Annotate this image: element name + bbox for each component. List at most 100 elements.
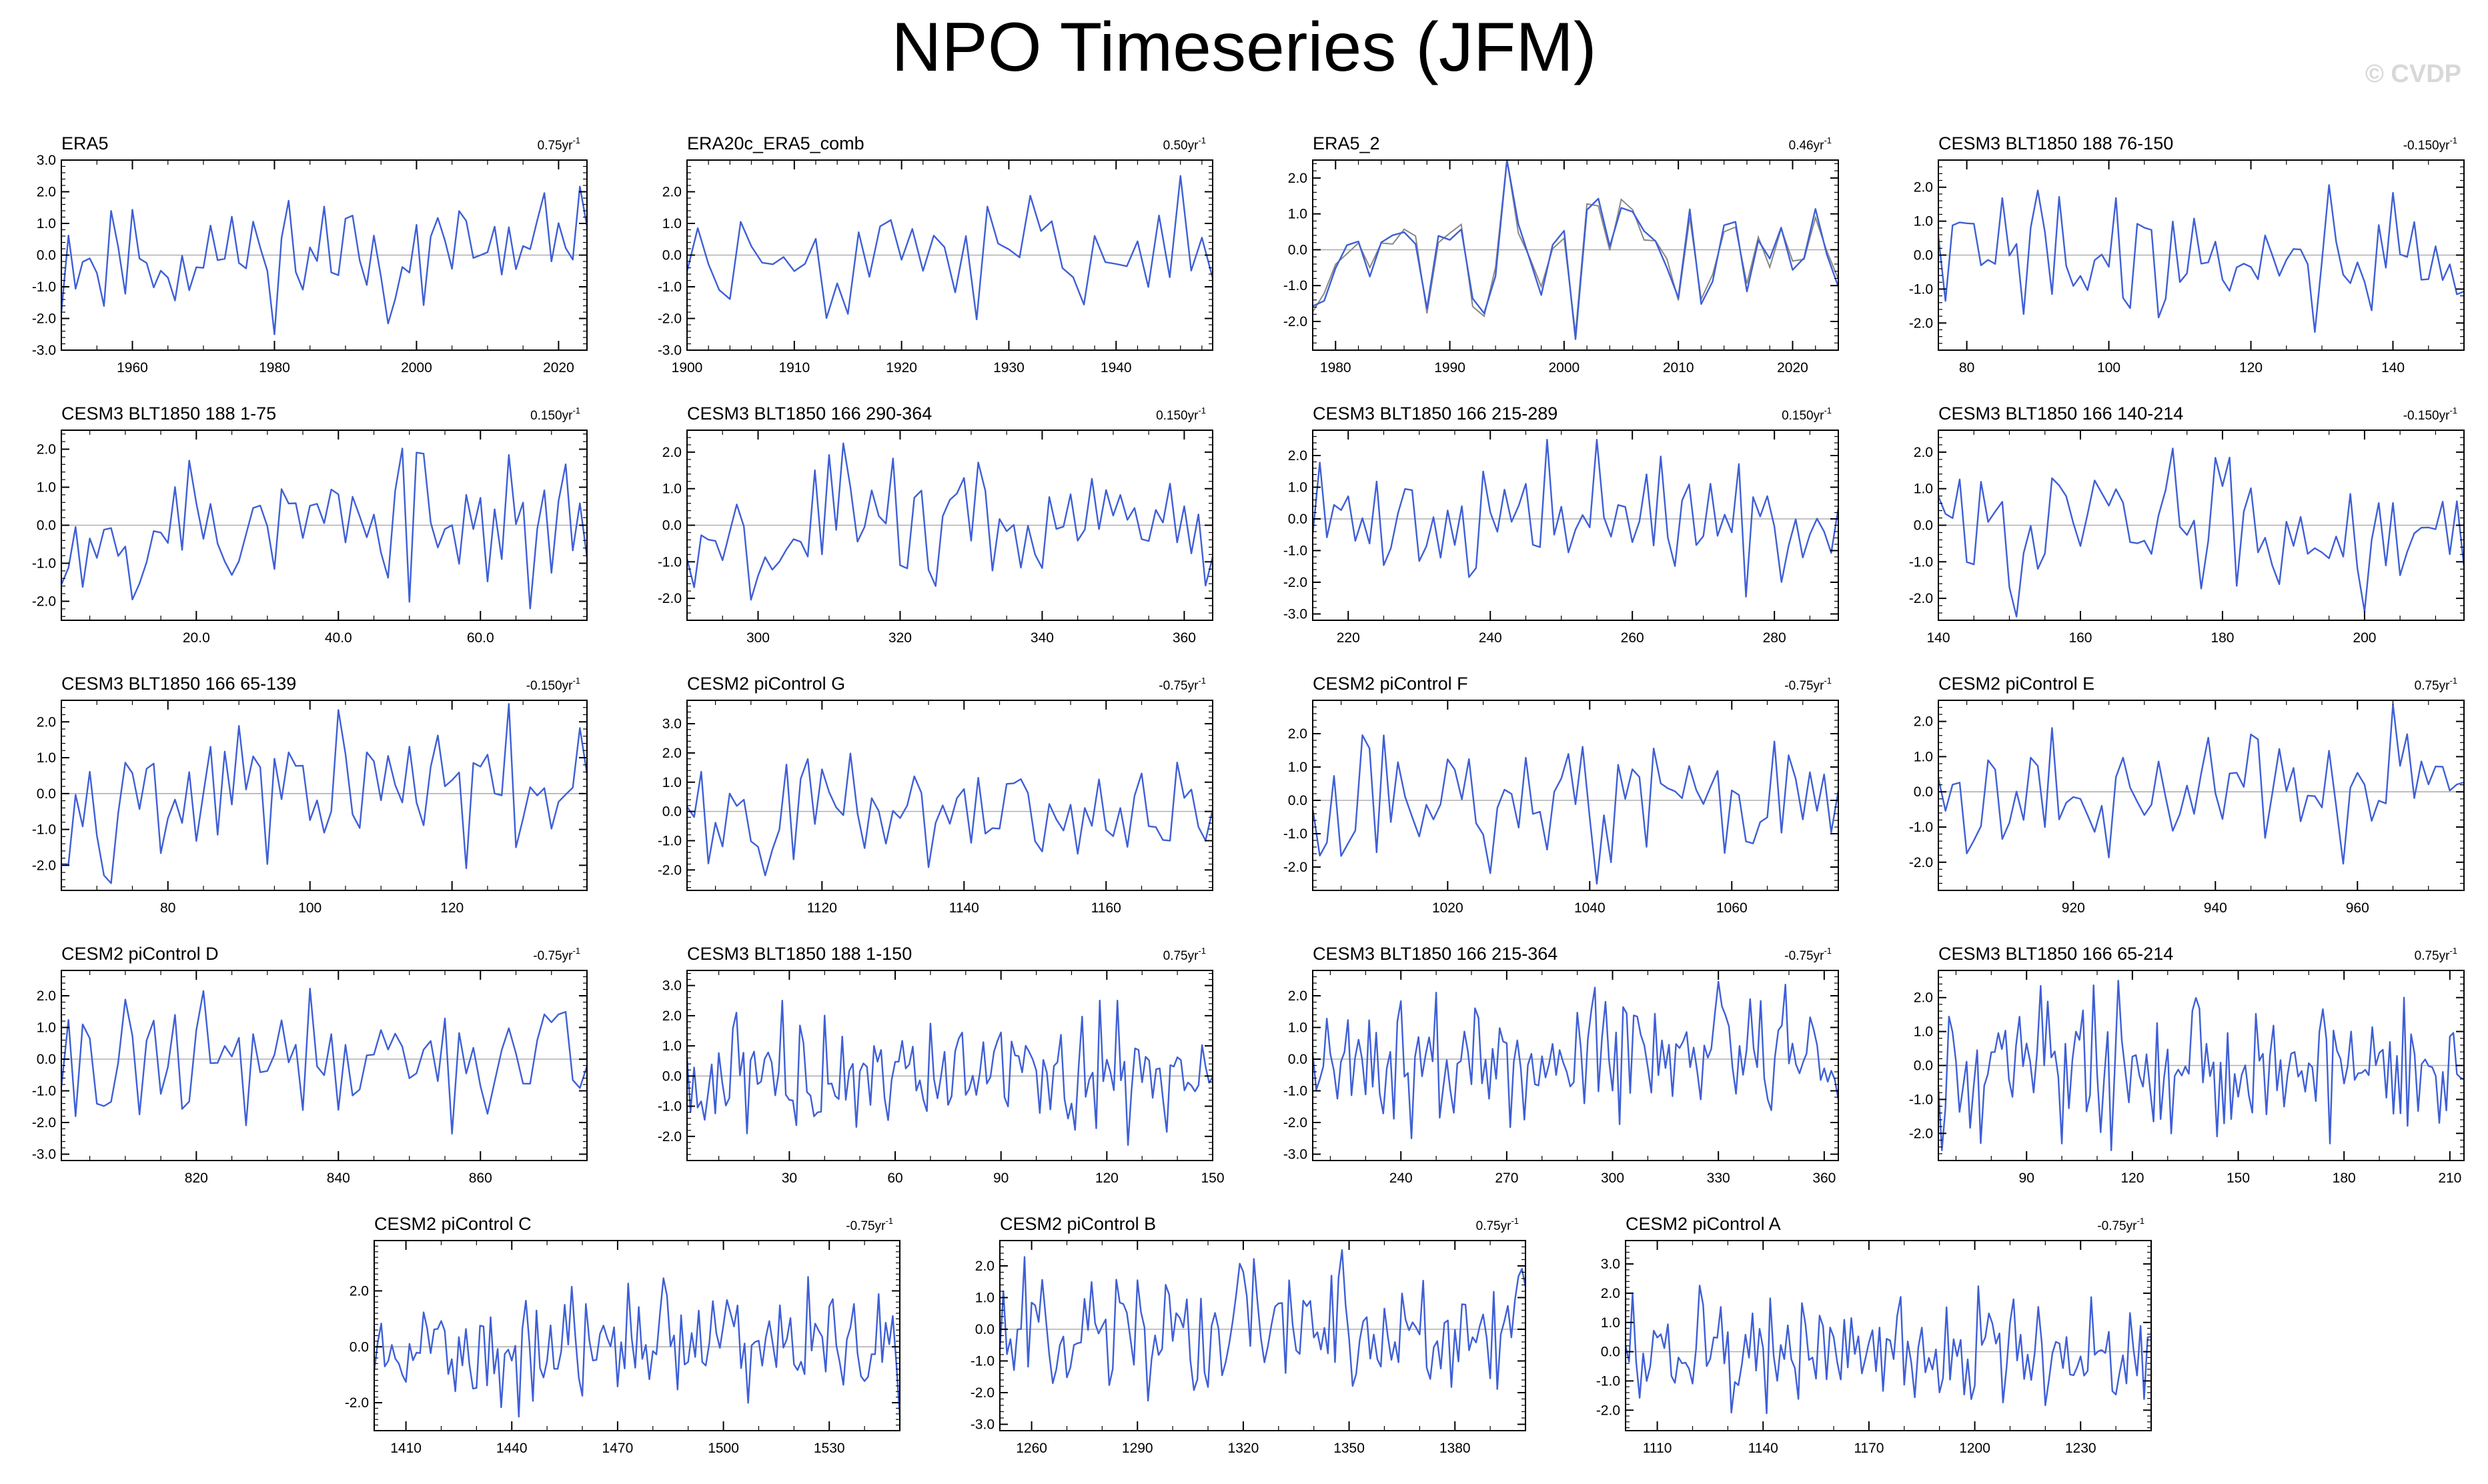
panel-10: CESM2 piControl G -0.75yr-1 3.0 2.0 1.0 0.0 -1… <box>658 674 1214 916</box>
series-line <box>1624 1285 2152 1415</box>
y-tick-label: 1.0 <box>37 480 56 496</box>
y-tick-label: 2.0 <box>1914 445 1933 460</box>
x-tick-label: 240 <box>1389 1171 1413 1186</box>
series-line <box>1311 439 1840 598</box>
y-tick-label: 2.0 <box>37 988 56 1004</box>
y-tick-label: -1.0 <box>1909 554 1933 570</box>
x-tick-label: 160 <box>2068 630 2092 646</box>
x-tick-label: 1120 <box>807 900 837 916</box>
y-tick-label: -3.0 <box>658 343 682 358</box>
y-tick-label: -1.0 <box>1283 278 1307 293</box>
panel-19: CESM2 piControl A -0.75yr-1 3.0 2.0 1.0 0.0 -1… <box>1596 1214 2152 1456</box>
watermark: © CVDP <box>2365 60 2461 88</box>
panel-title: CESM2 piControl F <box>1313 674 1468 694</box>
y-tick-label: 0.0 <box>1914 248 1933 263</box>
y-tick-label: 2.0 <box>662 746 682 761</box>
plot-frame <box>1938 700 2465 891</box>
x-tick-label: 1900 <box>672 360 703 376</box>
y-tick-label: 0.0 <box>350 1339 369 1355</box>
x-tick-label: 270 <box>1495 1171 1518 1186</box>
y-tick-label: -2.0 <box>32 1115 56 1131</box>
trend-label: 0.75yr-1 <box>1476 1216 1519 1233</box>
x-tick-label: 300 <box>746 630 770 646</box>
series-line <box>1312 159 1840 340</box>
plot-frame <box>1312 700 1839 891</box>
y-tick-label: 1.0 <box>1914 482 1933 497</box>
page-title: NPO Timeseries (JFM) <box>891 9 1597 86</box>
y-tick-label: 0.0 <box>37 1052 56 1067</box>
y-tick-label: 3.0 <box>662 716 682 732</box>
x-tick-label: 1040 <box>1574 900 1606 916</box>
panel-2: ERA20c_ERA5_comb 0.50yr-1 2.0 1.0 0.0 -1.0 -2.… <box>658 133 1214 376</box>
y-tick-label: -2.0 <box>32 858 56 873</box>
x-tick-label: 820 <box>185 1171 208 1186</box>
y-tick-label: -2.0 <box>345 1395 369 1411</box>
x-tick-label: 180 <box>2333 1171 2356 1186</box>
trend-label: 0.75yr-1 <box>2415 946 2457 963</box>
y-tick-label: 0.0 <box>1914 518 1933 534</box>
panel-title: CESM2 piControl B <box>1000 1214 1156 1234</box>
trend-label: -0.75yr-1 <box>533 946 580 963</box>
x-tick-label: 20.0 <box>183 630 210 646</box>
y-tick-label: 0.0 <box>1914 1058 1933 1074</box>
x-tick-label: 140 <box>2381 360 2405 376</box>
series-line <box>1937 980 2465 1151</box>
x-tick-label: 120 <box>2239 360 2263 376</box>
reference-series-line <box>1312 159 1839 334</box>
y-tick-label: 0.0 <box>662 248 682 263</box>
x-tick-label: 260 <box>1621 630 1644 646</box>
x-tick-label: 60.0 <box>467 630 494 646</box>
y-tick-label: -1.0 <box>32 822 56 838</box>
x-tick-label: 1500 <box>708 1441 739 1456</box>
panel-17: CESM2 piControl C -0.75yr-1 2.0 0.0 -2.0 1410… <box>345 1214 901 1456</box>
y-tick-label: 2.0 <box>1288 171 1307 186</box>
y-tick-label: -2.0 <box>1283 1115 1307 1131</box>
y-tick-label: -1.0 <box>1909 281 1933 297</box>
panel-title: CESM2 piControl C <box>374 1214 532 1234</box>
panel-12: CESM2 piControl E 0.75yr-1 2.0 1.0 0.0 -1.0 -2… <box>1909 674 2465 916</box>
x-tick-label: 150 <box>2227 1171 2250 1186</box>
x-tick-label: 2010 <box>1663 360 1694 376</box>
y-tick-label: 0.0 <box>37 786 56 802</box>
y-tick-label: -1.0 <box>658 279 682 295</box>
x-tick-label: 100 <box>2097 360 2120 376</box>
x-tick-label: 140 <box>1926 630 1950 646</box>
y-tick-label: -2.0 <box>32 311 56 327</box>
plot-frame <box>686 700 1213 891</box>
y-tick-label: -1.0 <box>1909 820 1933 835</box>
y-tick-label: -3.0 <box>32 343 56 358</box>
y-tick-label: -2.0 <box>658 862 682 878</box>
panel-title: CESM2 piControl D <box>61 944 219 964</box>
y-tick-label: -2.0 <box>971 1385 995 1401</box>
x-tick-label: 120 <box>1095 1171 1119 1186</box>
y-tick-label: 1.0 <box>1288 207 1307 222</box>
x-tick-label: 320 <box>888 630 912 646</box>
y-tick-label: 0.0 <box>975 1322 995 1337</box>
x-tick-label: 60 <box>887 1171 902 1186</box>
y-tick-label: -1.0 <box>32 1084 56 1099</box>
panel-title: CESM3 BLT1850 166 215-289 <box>1313 404 1558 424</box>
x-tick-label: 30 <box>782 1171 797 1186</box>
panel-1: ERA5 0.75yr-1 3.0 2.0 1.0 0.0 -1.0 -2.0 -3.0 1960… <box>32 133 588 376</box>
y-tick-label: 2.0 <box>1601 1286 1620 1301</box>
plot-frame <box>686 970 1213 1161</box>
series-line <box>686 175 1214 321</box>
x-tick-label: 1320 <box>1228 1441 1259 1456</box>
x-tick-label: 1230 <box>2065 1441 2096 1456</box>
x-tick-label: 210 <box>2438 1171 2461 1186</box>
y-tick-label: 1.0 <box>1914 1024 1933 1040</box>
panel-title: CESM2 piControl E <box>1938 674 2094 694</box>
y-tick-label: 0.0 <box>662 518 682 534</box>
panel-title: CESM3 BLT1850 166 290-364 <box>687 404 932 424</box>
x-tick-label: 1350 <box>1333 1441 1365 1456</box>
y-tick-label: 2.0 <box>662 185 682 200</box>
y-tick-label: -1.0 <box>971 1354 995 1369</box>
series-line <box>60 185 588 335</box>
y-tick-label: 1.0 <box>1288 1020 1307 1036</box>
x-tick-label: 1380 <box>1439 1441 1471 1456</box>
y-tick-label: 1.0 <box>1914 749 1933 764</box>
series-line <box>373 1276 901 1418</box>
y-tick-label: -1.0 <box>658 833 682 848</box>
x-tick-label: 1290 <box>1122 1441 1153 1456</box>
